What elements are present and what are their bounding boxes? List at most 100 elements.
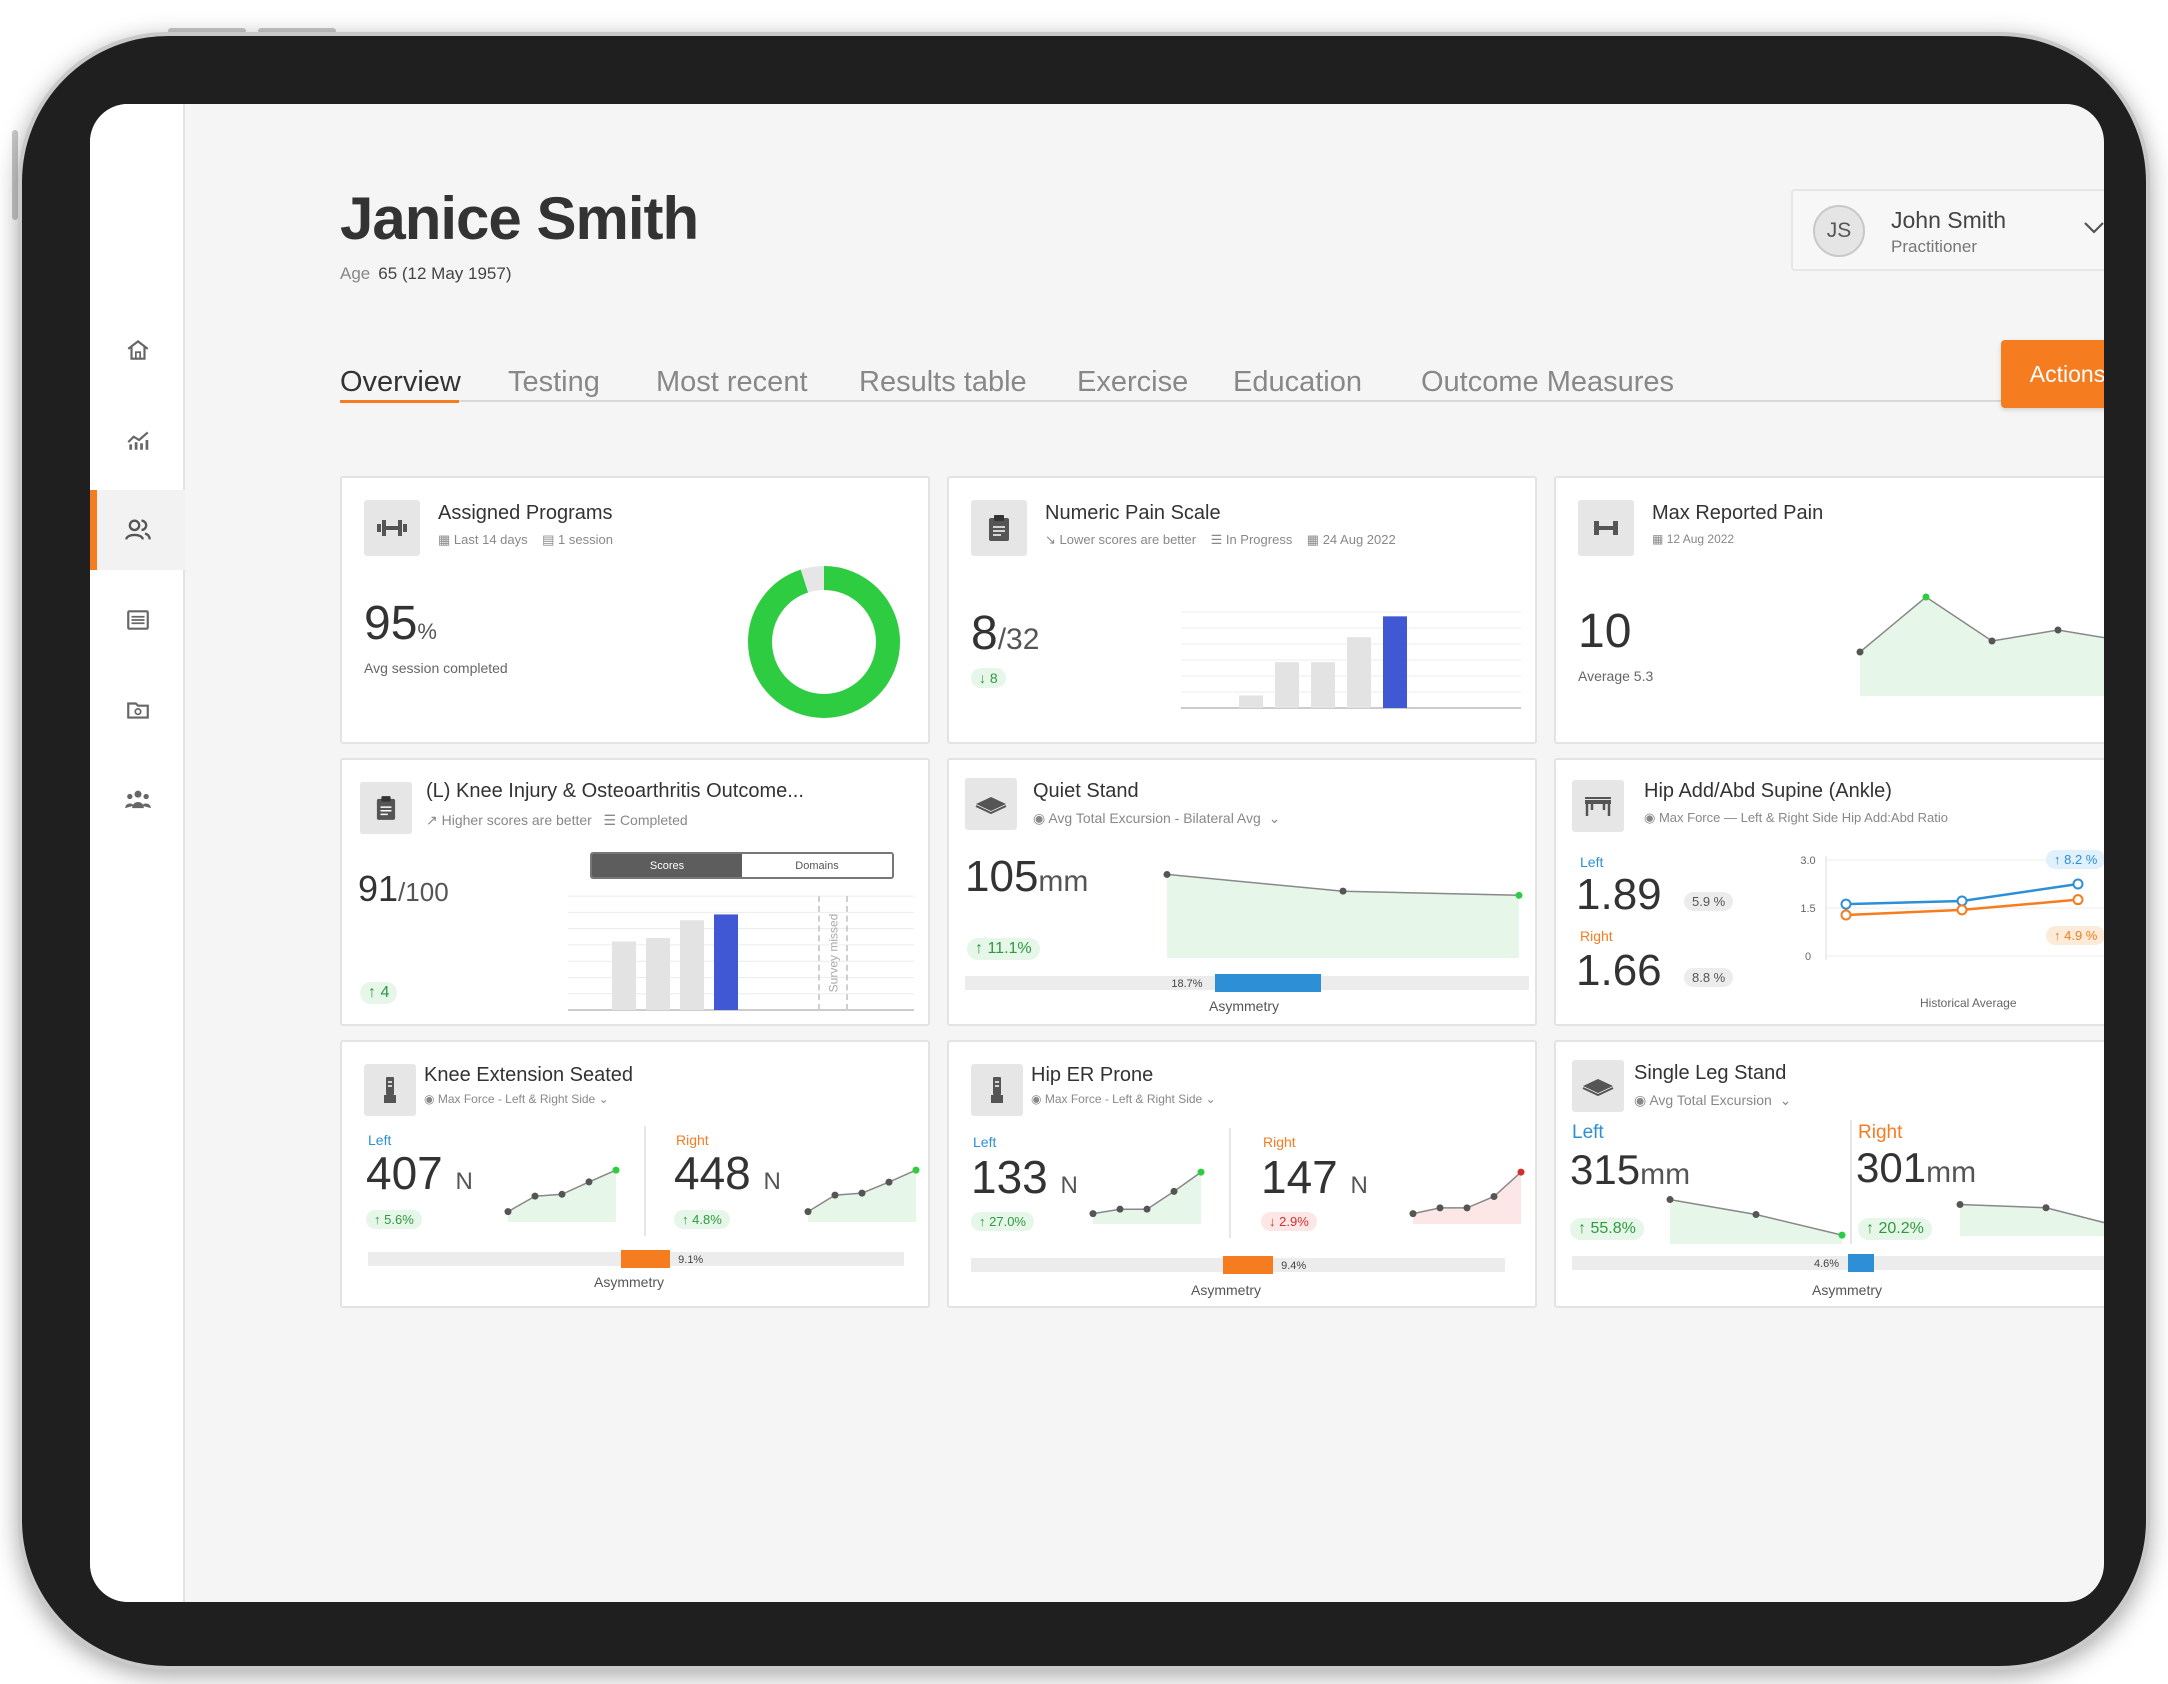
card-hip-add-abd[interactable]: Hip Add/Abd Supine (Ankle) ◉ Max Force —… (1554, 758, 2104, 1026)
metric-selector[interactable]: ◉ Max Force - Left & Right Side ⌄ (424, 1092, 609, 1106)
calendar-icon: ▦ (438, 532, 451, 547)
primary-value: 10 (1578, 605, 1632, 658)
actions-button[interactable]: Actions (2001, 340, 2104, 408)
area-fill (1093, 1172, 1201, 1224)
data-point (558, 1190, 566, 1198)
denominator: /100 (398, 877, 449, 907)
arrow-up-icon: ↑ (2054, 928, 2061, 943)
value: 95 (364, 597, 418, 650)
unit: N (763, 1168, 781, 1195)
data-point (804, 1208, 812, 1216)
tab-overview[interactable]: Overview (340, 366, 461, 398)
card-numeric-pain-scale[interactable]: Numeric Pain Scale ↘ Lower scores are be… (947, 476, 1537, 744)
check-circle-icon: ◉ (1033, 810, 1046, 826)
card-title: Max Reported Pain (1652, 502, 1824, 524)
bar (1239, 695, 1263, 708)
actions-label: Actions (2029, 360, 2104, 387)
unit: mm (1640, 1158, 1691, 1191)
left-change-badge: ↑ 27.0% (971, 1212, 1034, 1231)
area-fill (1960, 1204, 2104, 1236)
metric-selector[interactable]: ◉ Avg Total Excursion - Bilateral Avg ⌄ (1033, 810, 1280, 827)
data-point (1409, 1210, 1417, 1218)
sidebar-item-folder[interactable] (90, 670, 185, 750)
unit: N (1060, 1172, 1078, 1199)
card-max-reported-pain[interactable]: Max Reported Pain ▦ 12 Aug 2022 10 Avera… (1554, 476, 2104, 744)
toggle-domains[interactable]: Domains (742, 854, 892, 877)
change: 2.9% (1279, 1214, 1309, 1229)
tab-most-recent[interactable]: Most recent (656, 366, 808, 398)
right-sparkline (1956, 1201, 2104, 1236)
card-hip-er-prone[interactable]: Hip ER Prone ◉ Max Force - Left & Right … (947, 1040, 1537, 1308)
y-tick-label: 0 (1805, 951, 1811, 963)
bar (714, 914, 738, 1010)
data-point (1956, 904, 1968, 916)
toggle-scores[interactable]: Scores (592, 854, 742, 877)
metric-selector[interactable]: ◉ Avg Total Excursion ⌄ (1634, 1092, 1791, 1109)
tab-testing[interactable]: Testing (508, 366, 600, 398)
device-power-button (258, 28, 336, 34)
quiet-stand-area-chart (1163, 870, 1523, 958)
card-quiet-stand[interactable]: Quiet Stand ◉ Avg Total Excursion - Bila… (947, 758, 1537, 1026)
change: 5.6% (384, 1212, 414, 1227)
date: 24 Aug 2022 (1322, 532, 1396, 547)
card-knee-extension[interactable]: Knee Extension Seated ◉ Max Force - Left… (340, 1040, 930, 1308)
balance-plate-icon (965, 778, 1017, 830)
sidebar-item-list[interactable] (90, 580, 185, 660)
scores-domains-toggle: Scores Domains (590, 852, 894, 879)
data-point (912, 1166, 920, 1174)
card-assigned-programs[interactable]: Assigned Programs ▦ Last 14 days ▤ 1 ses… (340, 476, 930, 744)
chevron-down-icon: ⌄ (1268, 810, 1281, 826)
tab-exercise[interactable]: Exercise (1077, 366, 1189, 398)
right-sparkline (804, 1166, 920, 1222)
card-single-leg-stand[interactable]: Single Leg Stand ◉ Avg Total Excursion ⌄… (1554, 1040, 2104, 1308)
unit: N (455, 1168, 473, 1195)
list-icon: ☰ (603, 812, 617, 828)
left-sparkline (504, 1166, 620, 1222)
tab-results-table[interactable]: Results table (859, 366, 1027, 398)
sidebar-item-patients[interactable] (90, 490, 185, 570)
asymmetry-bar (1222, 1256, 1274, 1274)
bar (1383, 616, 1407, 708)
donut-arc-completed (748, 566, 900, 718)
data-point (1089, 1210, 1097, 1218)
tab-education[interactable]: Education (1233, 366, 1362, 398)
tab-outcome-measures[interactable]: Outcome Measures (1421, 366, 1675, 398)
left-sparkline (1666, 1196, 1846, 1244)
change: 27.0% (989, 1214, 1026, 1229)
chevron-down-icon: ⌄ (1779, 1092, 1792, 1108)
data-point (531, 1192, 539, 1200)
right-change-badge: ↑ 20.2% (1858, 1218, 1932, 1240)
arrow-up-icon: ↑ (1866, 1220, 1874, 1237)
asymmetry-bar (1848, 1254, 1874, 1272)
sidebar-item-analytics[interactable] (90, 400, 185, 480)
arrow-up-icon: ↑ (682, 1212, 689, 1227)
clipboard-icon: ▤ (542, 532, 555, 547)
card-koos[interactable]: (L) Knee Injury & Osteoarthritis Outcome… (340, 758, 930, 1026)
data-point (2072, 894, 2084, 906)
arrow-down-icon: ↓ (979, 670, 986, 686)
change: 55.8% (1590, 1220, 1636, 1237)
card-title: Hip ER Prone (1031, 1064, 1154, 1086)
value: 301 (1856, 1144, 1927, 1191)
x-axis-caption: Historical Average (1920, 996, 2017, 1010)
team-icon (124, 790, 151, 809)
metric-selector[interactable]: ◉ Max Force - Left & Right Side ⌄ (1031, 1092, 1216, 1106)
chevron-down-icon (2084, 222, 2104, 234)
practitioner-selector[interactable]: JS John Smith Practitioner (1791, 189, 2104, 271)
sidebar-item-team[interactable] (90, 760, 185, 840)
list-icon (126, 610, 149, 630)
data-point (1840, 898, 1852, 910)
data-point (2072, 878, 2084, 890)
card-title: Knee Extension Seated (424, 1064, 634, 1086)
area-fill (1670, 1199, 1842, 1244)
data-point (1988, 637, 1996, 645)
metric: Max Force — Left & Right Side Hip Add:Ab… (1658, 810, 1948, 825)
left-label: Left (973, 1134, 997, 1150)
completion-donut-chart (748, 566, 900, 718)
unit: % (417, 619, 437, 644)
sidebar-item-home[interactable] (90, 310, 185, 390)
change: 8.2 % (2064, 852, 2098, 867)
status: Completed (619, 812, 688, 828)
change-badge: ↑ 4 (360, 982, 398, 1004)
asymmetry-caption: Asymmetry (594, 1274, 664, 1290)
